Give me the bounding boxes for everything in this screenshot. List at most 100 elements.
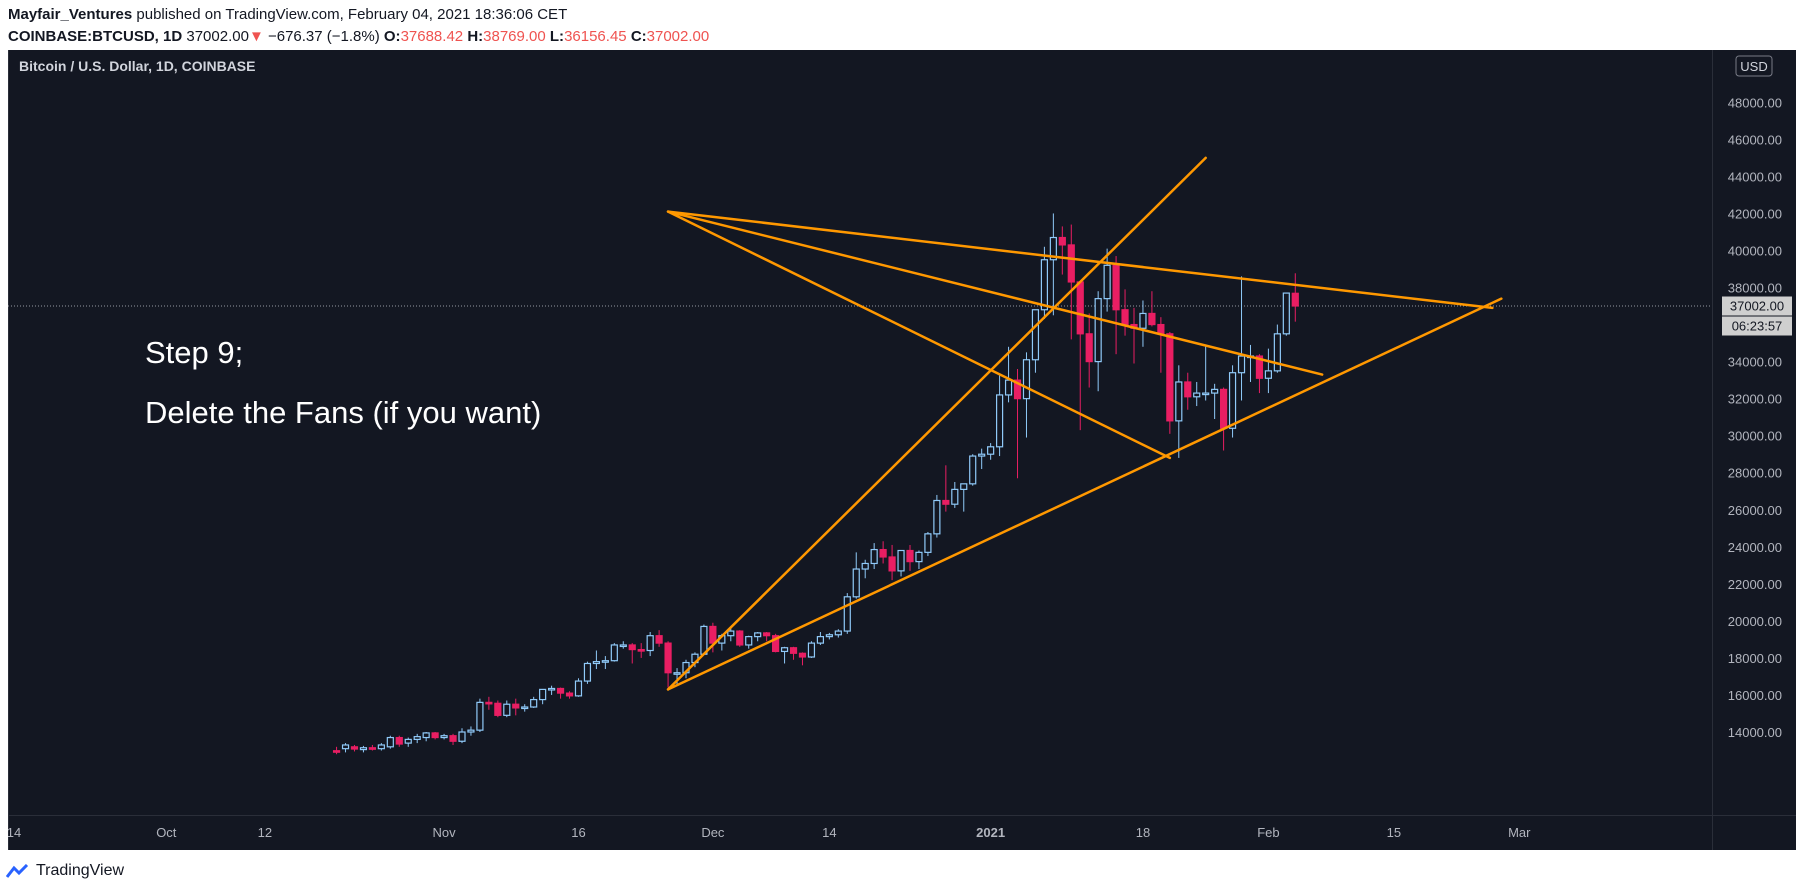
candle-body (1013, 379, 1022, 400)
candle-body (1255, 355, 1264, 379)
candle (556, 687, 565, 699)
candle-body (1148, 312, 1156, 326)
close-value: 37002.00 (646, 28, 710, 45)
candle (807, 641, 816, 658)
candle (467, 726, 475, 736)
candle (619, 641, 627, 649)
candle-body (583, 662, 592, 682)
candle (995, 374, 1004, 457)
trendline[interactable] (666, 210, 1324, 376)
candle (1040, 246, 1049, 320)
candle (736, 630, 744, 647)
trendline[interactable] (666, 210, 1172, 460)
candle (843, 593, 851, 634)
candle (530, 696, 538, 708)
candle-body (861, 562, 869, 570)
candle (861, 559, 869, 579)
candle-body (754, 632, 762, 638)
trendline[interactable] (666, 156, 1207, 691)
candle (933, 494, 941, 538)
candle (897, 549, 905, 577)
price-tick-label: 46000.00 (1728, 132, 1782, 147)
candle-body (1121, 309, 1129, 326)
candle (969, 454, 977, 486)
candle (754, 631, 762, 642)
candle (1255, 354, 1264, 394)
candle (646, 631, 654, 657)
candle (1067, 224, 1075, 340)
candle (458, 728, 466, 744)
tradingview-brand[interactable]: TradingView (6, 862, 124, 880)
candle-body (1175, 381, 1183, 422)
candle (539, 688, 547, 705)
candle-body (530, 698, 538, 708)
candle-body (601, 660, 609, 663)
close-label: C: (630, 28, 647, 45)
candle (987, 443, 995, 460)
candle (601, 656, 609, 670)
candle (1022, 352, 1031, 438)
candle-body (413, 736, 421, 741)
candle (359, 745, 368, 753)
candle (1058, 226, 1066, 275)
candle-body (852, 568, 860, 598)
trendlines[interactable] (666, 156, 1503, 691)
candle-body (673, 672, 681, 675)
candle (700, 624, 708, 655)
candle-body (1264, 370, 1273, 379)
candle (512, 698, 520, 716)
candle (494, 700, 502, 718)
candle-body (494, 702, 502, 716)
candle-body (1166, 333, 1174, 422)
candle (960, 483, 968, 512)
trendline[interactable] (666, 297, 1503, 691)
chart-title: Bitcoin / U.S. Dollar, 1D, COINBASE (19, 58, 255, 74)
candle-body (646, 635, 654, 652)
ohlc-legend: COINBASE:BTCUSD, 1D 37002.00▼ −676.37 (−… (8, 28, 709, 45)
candles (332, 213, 1299, 755)
currency-label[interactable]: USD (1735, 55, 1773, 77)
price-tick-label: 32000.00 (1728, 392, 1782, 407)
price-tick-label: 18000.00 (1728, 651, 1782, 666)
chart-background (8, 50, 1796, 850)
price-chart[interactable]: 48000.00 46000.00 44000.00 42000.00 40000.00… (7, 50, 1796, 850)
candle-body (1022, 359, 1031, 400)
candle-body (807, 642, 816, 658)
candle (825, 632, 833, 640)
candle (879, 541, 887, 564)
candle-body (825, 634, 833, 638)
candle-body (789, 647, 798, 654)
time-tick-label: Feb (1257, 825, 1279, 840)
trendline[interactable] (666, 210, 1494, 310)
price-tick-label: 38000.00 (1728, 281, 1782, 296)
annotation-text[interactable]: Delete the Fans (if you want) (145, 395, 541, 430)
candle (1175, 365, 1183, 458)
candle (1103, 248, 1111, 312)
candle (332, 746, 341, 755)
candle (592, 650, 601, 670)
candle-body (377, 744, 385, 750)
chart-panel[interactable]: 48000.00 46000.00 44000.00 42000.00 40000.00… (7, 50, 1796, 850)
candle-body (467, 729, 475, 733)
candle (924, 531, 932, 557)
price-tick-label: 22000.00 (1728, 577, 1782, 592)
candle-body (521, 706, 529, 710)
candle-body (610, 644, 618, 662)
time-axis[interactable]: 14 Oct 12 Nov 16 Dec 14 2021 18 Feb 15 Mar (7, 825, 1531, 840)
candle (745, 635, 753, 649)
candle-body (556, 687, 565, 694)
candle (1166, 331, 1174, 434)
candle (1264, 348, 1273, 394)
candle-body (1157, 323, 1165, 335)
annotation-step[interactable]: Step 9; (145, 335, 243, 370)
candle (906, 544, 914, 571)
candle (386, 735, 394, 749)
candle-body (565, 692, 574, 697)
candle-body (888, 556, 896, 572)
candle-body (547, 687, 556, 691)
price-tick-label: 42000.00 (1728, 206, 1782, 221)
high-label: H: (467, 28, 484, 45)
author-name[interactable]: Mayfair_Ventures (8, 6, 133, 23)
candle-body (1049, 236, 1057, 261)
candle-body (1184, 381, 1192, 398)
